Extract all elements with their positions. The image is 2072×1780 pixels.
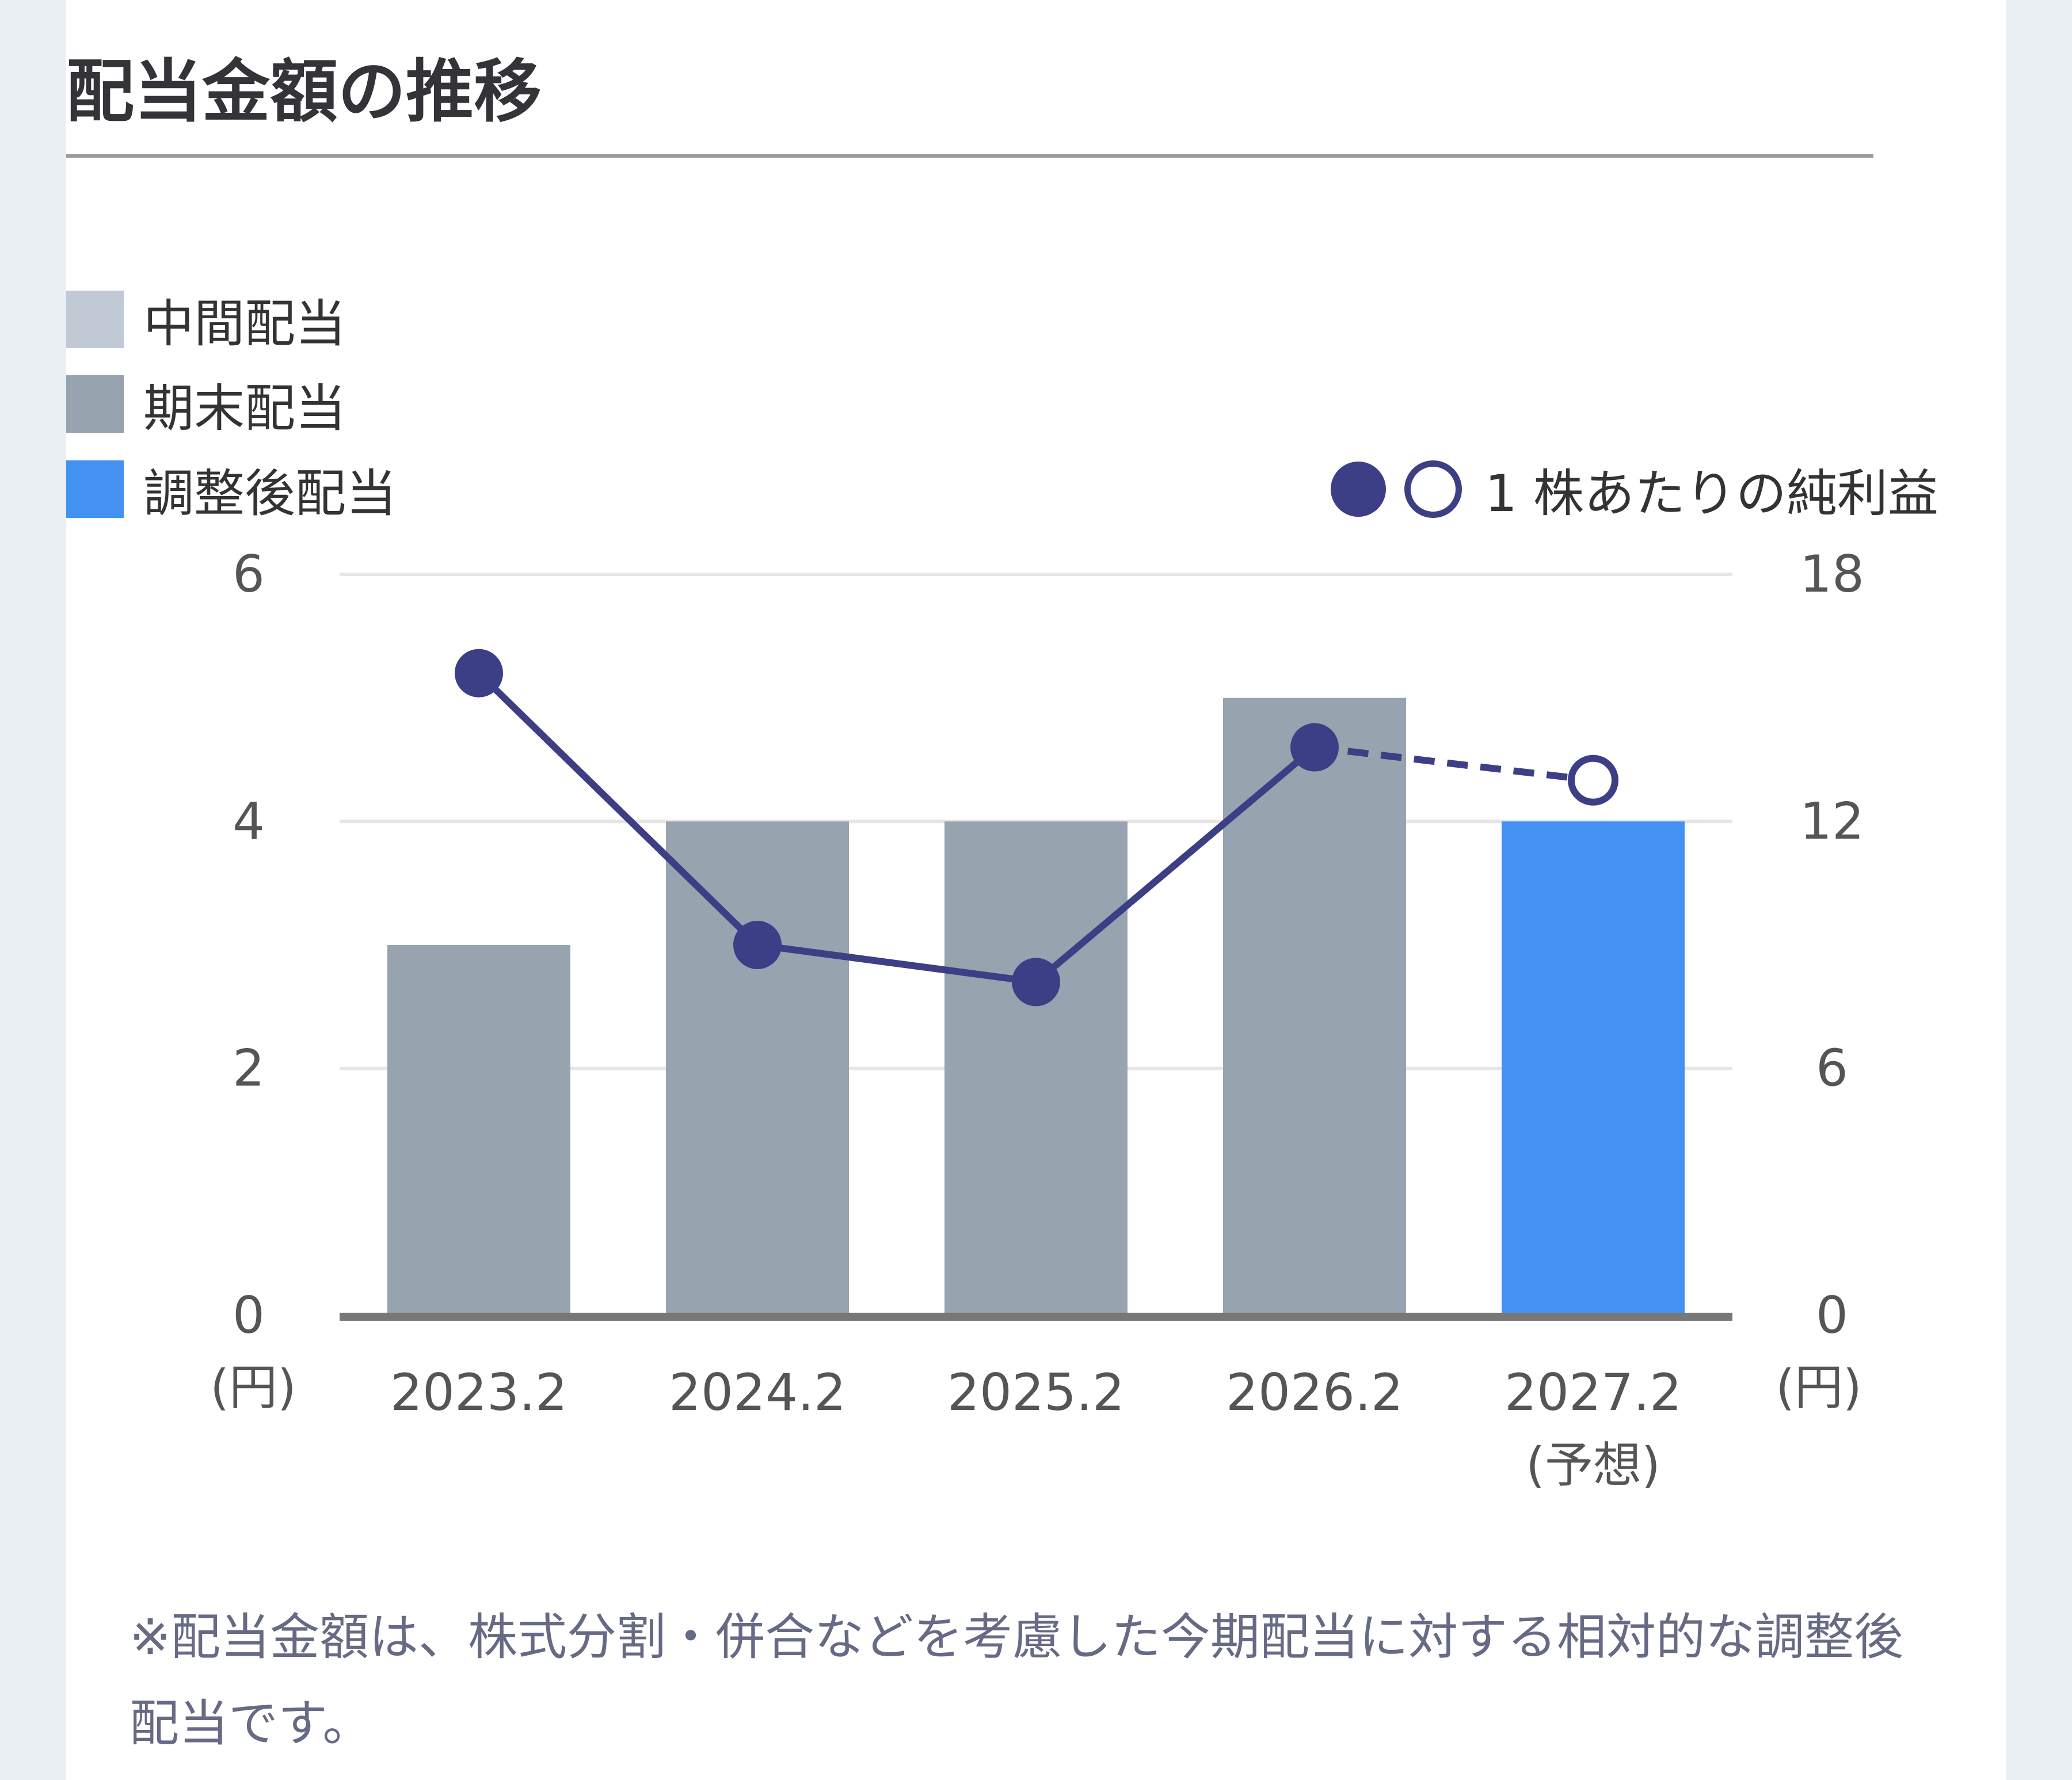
- eps-point: [733, 921, 782, 969]
- eps-line-forecast: [1314, 744, 1594, 784]
- x-tick-label: 2023.2: [390, 1363, 567, 1422]
- eps-point: [1290, 723, 1339, 772]
- legend-label-eps: 1 株あたりの純利益: [1485, 463, 1938, 523]
- legend-eps-open-marker: [1404, 460, 1462, 518]
- eps-line-actual: [476, 670, 1317, 986]
- legend-item-interim: 中間配当: [66, 291, 346, 353]
- left-tick-label: 4: [233, 791, 265, 851]
- eps-line: [455, 649, 1618, 1007]
- footnote: ※配当金額は、株式分割・併合などを考慮した今期配当に対する相対的な調整後配当です…: [130, 1609, 1904, 1752]
- x-tick-label: 2027.2: [1505, 1363, 1682, 1422]
- right-axis-unit: (円): [1776, 1359, 1862, 1416]
- bar-year-end: [944, 821, 1128, 1316]
- legend-item-year-end: 期末配当: [66, 375, 346, 438]
- bar-year-end: [387, 945, 570, 1316]
- legend-label-year-end: 期末配当: [143, 378, 346, 438]
- eps-point-forecast: [1568, 754, 1618, 806]
- x-tick-sublabel: (予想): [1526, 1437, 1660, 1493]
- x-axis-labels: 2023.2 2024.2 2025.2 2026.2 2027.2 (予想): [390, 1363, 1682, 1493]
- bar-year-end: [1223, 697, 1406, 1316]
- chart-title: 配当金額の推移: [66, 52, 542, 131]
- legend-eps-filled-marker: [1331, 462, 1387, 517]
- legend-swatch-year-end: [66, 375, 124, 433]
- x-tick-label: 2026.2: [1226, 1363, 1403, 1422]
- right-axis-ticks: 0 6 12 18: [1800, 544, 1864, 1345]
- right-tick-label: 18: [1800, 544, 1864, 604]
- x-tick-label: 2024.2: [669, 1363, 846, 1422]
- x-tick-label: 2025.2: [947, 1363, 1125, 1422]
- left-axis-unit: (円): [210, 1359, 296, 1416]
- legend-label-interim: 中間配当: [143, 294, 346, 353]
- bar-adjusted: [1502, 821, 1685, 1316]
- right-tick-label: 12: [1800, 791, 1864, 851]
- bars: [387, 697, 1685, 1316]
- left-tick-label: 2: [233, 1039, 265, 1098]
- legend-label-adjusted: 調整後配当: [143, 463, 397, 523]
- left-tick-label: 6: [233, 544, 265, 604]
- eps-point: [1012, 958, 1060, 1007]
- right-tick-label: 0: [1816, 1286, 1848, 1345]
- legend-item-eps: 1 株あたりの純利益: [1331, 460, 1938, 523]
- eps-point: [455, 649, 503, 697]
- left-axis-ticks: 0 2 4 6: [233, 544, 265, 1345]
- legend-swatch-interim: [66, 291, 124, 348]
- legend-swatch-adjusted: [66, 460, 124, 518]
- bar-year-end: [666, 821, 849, 1316]
- left-tick-label: 0: [233, 1286, 265, 1345]
- title-divider: [66, 154, 1873, 158]
- legend-item-adjusted: 調整後配当: [66, 460, 397, 523]
- right-tick-label: 6: [1816, 1039, 1848, 1098]
